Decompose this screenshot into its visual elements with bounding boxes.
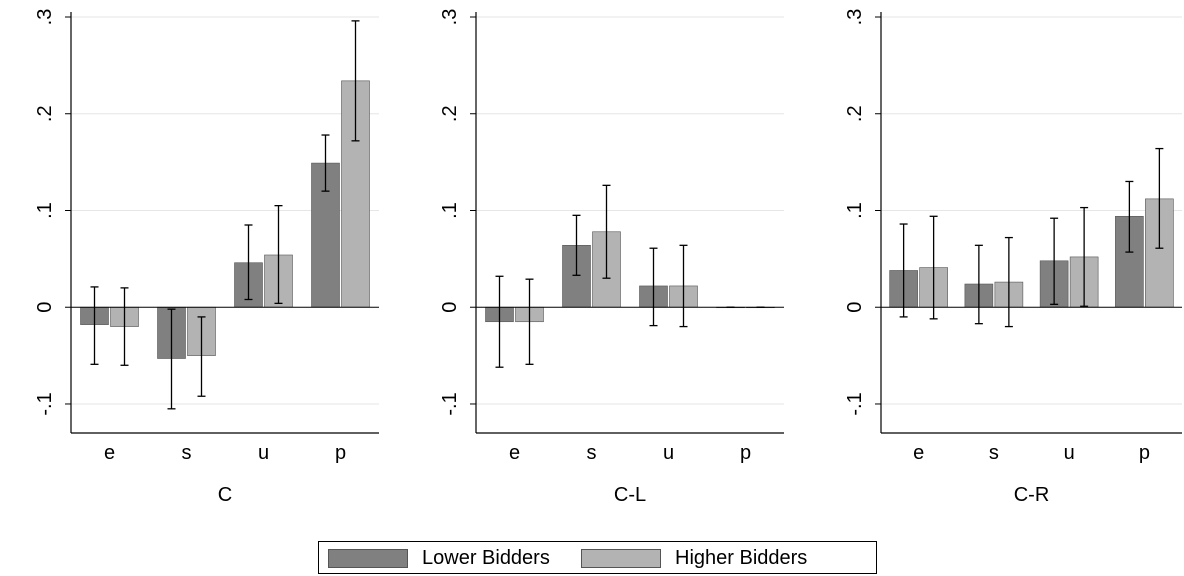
panel-label-c-r: C-R (1014, 484, 1050, 506)
legend-label-lower-bidders: Lower Bidders (422, 546, 550, 569)
x-tick-label-c-r-e: e (913, 442, 924, 464)
legend-item-lower-bidders: Lower Bidders (328, 546, 550, 569)
x-tick-label-c-r-p: p (1139, 442, 1150, 464)
y-tick-label-c-r-0: -.1 (844, 392, 866, 415)
x-tick-label-c-l-s: s (587, 442, 597, 464)
x-tick-label-c-l-u: u (663, 442, 674, 464)
y-tick-label-c-l-4: .3 (439, 9, 461, 26)
y-tick-label-c-4: .3 (34, 9, 56, 26)
y-tick-label-c-l-1: 0 (439, 302, 461, 313)
legend-label-higher-bidders: Higher Bidders (675, 546, 808, 569)
x-tick-label-c-e: e (104, 442, 115, 464)
x-tick-label-c-u: u (258, 442, 269, 464)
y-tick-label-c-l-3: .2 (439, 105, 461, 122)
y-tick-label-c-1: 0 (34, 302, 56, 313)
x-tick-label-c-s: s (182, 442, 192, 464)
legend-item-higher-bidders: Higher Bidders (581, 546, 808, 569)
legend: Lower Bidders Higher Bidders (318, 541, 877, 574)
x-tick-label-c-l-e: e (509, 442, 520, 464)
y-tick-label-c-2: .1 (34, 202, 56, 219)
chart-svg: e s u p -.1 0 .1 .2 .3 Ce s u p -.1 0 .1 .2 .3 C-L e s u p -.1 0… (34, 9, 1182, 506)
y-tick-label-c-0: -.1 (34, 392, 56, 415)
legend-swatch-lower-bidders (328, 548, 408, 568)
y-tick-label-c-r-2: .1 (844, 202, 866, 219)
x-tick-label-c-r-s: s (989, 442, 999, 464)
y-tick-label-c-l-0: -.1 (439, 392, 461, 415)
panel-label-c-l: C-L (614, 484, 646, 506)
y-tick-label-c-r-1: 0 (844, 302, 866, 313)
x-tick-label-c-p: p (335, 442, 346, 464)
x-tick-label-c-r-u: u (1064, 442, 1075, 464)
y-tick-label-c-r-3: .2 (844, 105, 866, 122)
legend-swatch-higher-bidders (581, 548, 661, 568)
x-tick-label-c-l-p: p (740, 442, 751, 464)
y-tick-label-c-3: .2 (34, 105, 56, 122)
y-tick-label-c-l-2: .1 (439, 202, 461, 219)
y-tick-label-c-r-4: .3 (844, 9, 866, 26)
panel-label-c: C (218, 484, 232, 506)
